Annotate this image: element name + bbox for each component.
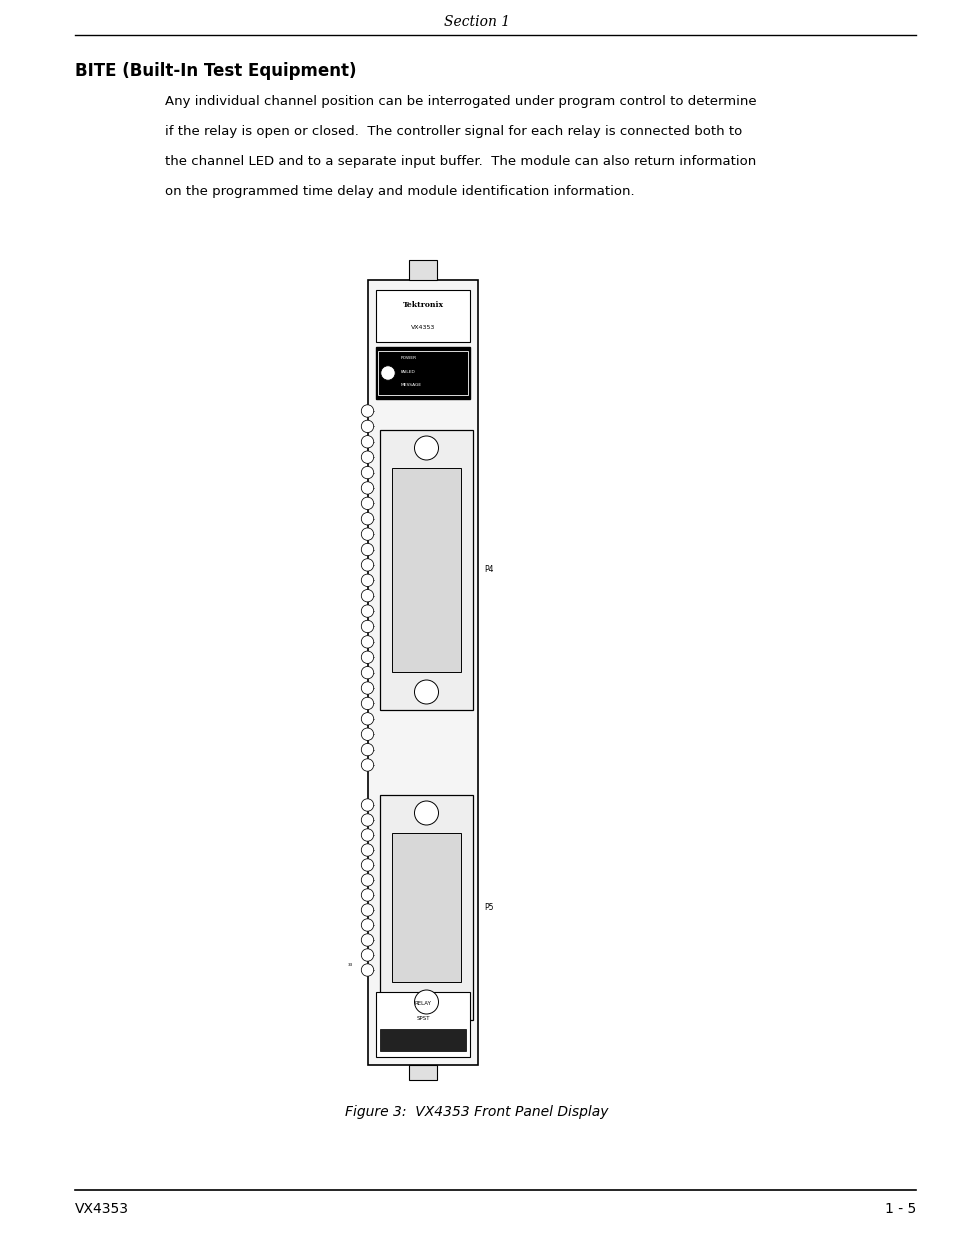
Circle shape — [361, 558, 374, 571]
Circle shape — [361, 527, 374, 541]
Circle shape — [361, 904, 374, 916]
Bar — [409, 261, 436, 280]
Circle shape — [361, 589, 374, 601]
Circle shape — [361, 799, 374, 811]
Circle shape — [361, 420, 374, 432]
Bar — [377, 351, 468, 395]
Text: 1 - 5: 1 - 5 — [883, 1202, 915, 1216]
Circle shape — [361, 405, 374, 417]
Text: 33: 33 — [347, 963, 352, 967]
Circle shape — [414, 680, 438, 704]
Circle shape — [361, 513, 374, 525]
Circle shape — [361, 919, 374, 931]
Text: VX4353: VX4353 — [411, 325, 435, 330]
Text: RELAY: RELAY — [415, 1002, 431, 1007]
Circle shape — [361, 934, 374, 946]
Bar — [392, 832, 460, 982]
Circle shape — [361, 963, 374, 976]
Text: FAILED: FAILED — [400, 370, 416, 374]
Text: Figure 3:  VX4353 Front Panel Display: Figure 3: VX4353 Front Panel Display — [345, 1105, 608, 1119]
Text: if the relay is open or closed.  The controller signal for each relay is connect: if the relay is open or closed. The cont… — [165, 125, 741, 138]
Text: SPST: SPST — [416, 1015, 429, 1020]
Circle shape — [361, 667, 374, 679]
Circle shape — [361, 743, 374, 756]
Text: VX4353: VX4353 — [75, 1202, 129, 1216]
Circle shape — [361, 889, 374, 902]
Circle shape — [361, 574, 374, 587]
Circle shape — [414, 802, 438, 825]
Circle shape — [361, 948, 374, 961]
Bar — [379, 1029, 465, 1051]
Circle shape — [361, 829, 374, 841]
Circle shape — [361, 814, 374, 826]
Circle shape — [361, 467, 374, 479]
Circle shape — [361, 651, 374, 663]
Bar — [368, 280, 477, 1065]
Text: Tektronix: Tektronix — [402, 300, 443, 309]
Circle shape — [361, 758, 374, 771]
Bar — [379, 795, 473, 1020]
Circle shape — [361, 498, 374, 510]
Bar — [409, 1065, 436, 1079]
Circle shape — [361, 698, 374, 710]
Circle shape — [361, 727, 374, 741]
Circle shape — [361, 682, 374, 694]
Circle shape — [361, 436, 374, 448]
Circle shape — [361, 636, 374, 648]
Circle shape — [414, 990, 438, 1014]
Circle shape — [361, 605, 374, 618]
Text: on the programmed time delay and module identification information.: on the programmed time delay and module … — [165, 185, 634, 198]
Bar — [375, 290, 470, 342]
Bar — [375, 992, 470, 1057]
Text: MESSAGE: MESSAGE — [400, 384, 421, 388]
Circle shape — [361, 543, 374, 556]
Circle shape — [361, 713, 374, 725]
Circle shape — [361, 482, 374, 494]
Circle shape — [361, 451, 374, 463]
Circle shape — [361, 858, 374, 871]
Text: P4: P4 — [483, 566, 493, 574]
Bar — [375, 347, 470, 399]
Bar — [379, 430, 473, 710]
Text: the channel LED and to a separate input buffer.  The module can also return info: the channel LED and to a separate input … — [165, 156, 756, 168]
Bar — [392, 468, 460, 672]
Text: Section 1: Section 1 — [443, 15, 510, 28]
Text: BITE (Built-In Test Equipment): BITE (Built-In Test Equipment) — [75, 62, 356, 80]
Circle shape — [380, 366, 395, 380]
Circle shape — [361, 874, 374, 887]
Circle shape — [361, 620, 374, 632]
Text: POWER: POWER — [400, 357, 416, 361]
Circle shape — [414, 436, 438, 459]
Circle shape — [361, 844, 374, 856]
Text: P5: P5 — [483, 903, 493, 911]
Text: Any individual channel position can be interrogated under program control to det: Any individual channel position can be i… — [165, 95, 756, 107]
